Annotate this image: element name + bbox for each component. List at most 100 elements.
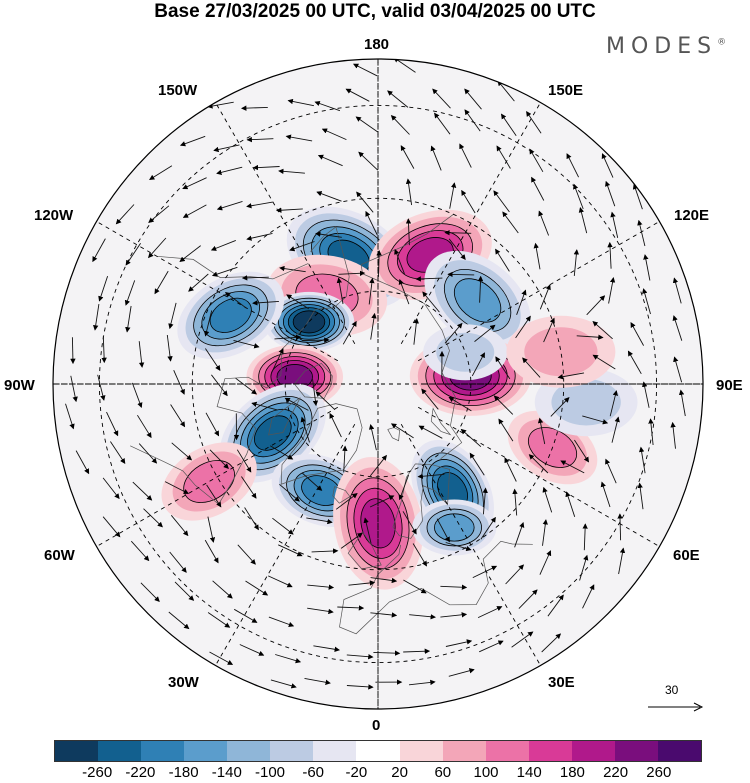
wind-arrow: [125, 243, 141, 266]
wind-arrow: [493, 395, 514, 415]
wind-arrow: [205, 412, 220, 437]
colorbar-swatch: [270, 741, 314, 761]
wind-arrow: [301, 472, 323, 491]
wind-arrow: [246, 232, 273, 241]
wind-arrow: [542, 519, 548, 546]
wind-arrow: [440, 612, 468, 618]
wind-arrow: [618, 547, 626, 575]
colorbar-swatch: [313, 741, 357, 761]
wind-arrow: [637, 219, 646, 247]
wind-arrow: [98, 275, 109, 302]
wind-arrow: [574, 439, 589, 463]
wind-arrow: [170, 404, 186, 428]
wind-arrow: [448, 668, 475, 677]
wind-arrow: [101, 336, 107, 364]
wind-arrow: [164, 481, 190, 494]
wind-arrow: [482, 487, 488, 515]
wind-arrow: [271, 347, 284, 373]
wind-arrow: [405, 218, 412, 246]
wind-arrow: [124, 280, 136, 306]
wind-arrow: [505, 564, 525, 585]
colorbar-tick-label: 60: [434, 764, 452, 781]
wind-arrow: [573, 249, 580, 276]
arrow-right-icon: [648, 702, 704, 712]
wind-arrow: [496, 145, 511, 169]
colorbar-tick-label: -140: [211, 764, 242, 781]
colorbar-tick-label: -260: [82, 764, 113, 781]
anomaly-contour: [551, 378, 621, 426]
wind-arrow: [448, 238, 466, 261]
wind-arrow: [601, 153, 614, 178]
map-title: Base 27/03/2025 00 UTC, valid 03/04/2025…: [154, 1, 596, 22]
wind-arrow: [211, 374, 228, 397]
lon-label-30w: 30W: [168, 674, 199, 691]
wind-arrow: [182, 177, 207, 190]
wind-arrow: [241, 105, 268, 111]
wind-arrow: [168, 302, 177, 330]
wind-arrow: [239, 644, 265, 656]
wind-arrow: [268, 616, 295, 627]
wind-arrow: [529, 148, 544, 173]
wind-arrow: [315, 391, 336, 411]
wind-arrow: [445, 639, 473, 647]
wind-arrow: [642, 288, 651, 315]
wind-arrow: [203, 310, 213, 337]
wind-arrow: [550, 397, 570, 417]
wind-arrow: [415, 276, 443, 282]
wind-arrow: [600, 481, 611, 508]
wind-arrow: [461, 189, 476, 214]
wind-arrow: [311, 548, 339, 554]
wind-arrow: [210, 239, 236, 251]
wind-arrow: [531, 176, 545, 201]
wind-arrow: [313, 645, 340, 652]
wind-arrow: [93, 304, 100, 331]
wind-arrow: [278, 168, 305, 174]
wind-arrow: [573, 183, 584, 210]
wind-arrow: [390, 115, 410, 135]
wind-arrow: [275, 654, 302, 664]
wind-arrow: [515, 315, 531, 339]
wind-arrow: [541, 633, 562, 653]
wind-arrow: [358, 151, 379, 171]
lon-label-30e: 30E: [548, 674, 575, 691]
wind-arrow: [355, 116, 378, 133]
wind-arrow: [368, 277, 375, 305]
wind-arrow: [500, 113, 517, 137]
wind-arrow: [370, 577, 398, 584]
wind-arrow: [346, 684, 374, 690]
wind-arrow: [70, 375, 78, 403]
wind-arrow: [241, 275, 269, 281]
wind-arrow: [213, 144, 240, 153]
lon-label-60w: 60W: [44, 547, 75, 564]
brand-logo: MODES®: [606, 34, 726, 59]
wind-arrow: [244, 507, 259, 531]
wind-arrow: [216, 200, 243, 211]
wind-arrow: [518, 589, 538, 609]
colorbar-tick-label: -180: [168, 764, 199, 781]
wind-arrow: [418, 425, 443, 439]
wind-arrow: [174, 581, 195, 601]
colorbar-swatch: [227, 741, 271, 761]
colorbar-swatch: [528, 741, 572, 761]
wind-arrow: [237, 544, 256, 565]
wind-arrow: [204, 539, 219, 564]
map-border: [52, 58, 704, 710]
wind-arrow: [672, 315, 683, 341]
wind-arrow: [417, 473, 445, 479]
lon-label-0: 0: [372, 717, 381, 734]
brand-name: MODES: [606, 34, 718, 59]
wind-arrow: [611, 416, 620, 443]
wind-arrow: [394, 248, 405, 275]
wind-arrow: [445, 542, 472, 552]
wind-arrow: [464, 109, 481, 132]
wind-arrow: [630, 322, 644, 346]
wind-arrow: [537, 417, 546, 445]
anomaly-contour: [524, 327, 598, 377]
wind-arrow: [143, 508, 163, 528]
wind-arrow: [412, 543, 427, 567]
graticule: [53, 59, 703, 709]
coastline: [130, 276, 350, 505]
wind-arrow: [278, 544, 303, 557]
wind-arrow: [166, 334, 173, 362]
